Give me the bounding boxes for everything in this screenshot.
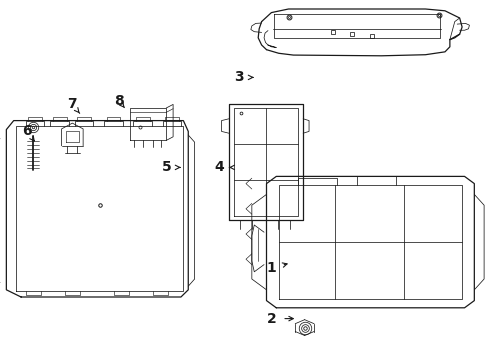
Text: 8: 8	[114, 94, 123, 108]
Text: 4: 4	[214, 161, 224, 174]
Text: 5: 5	[161, 161, 171, 174]
Text: 7: 7	[67, 98, 77, 111]
Text: 2: 2	[266, 312, 276, 325]
Text: 6: 6	[22, 125, 32, 138]
Text: 1: 1	[266, 261, 276, 275]
Text: 3: 3	[233, 71, 243, 84]
